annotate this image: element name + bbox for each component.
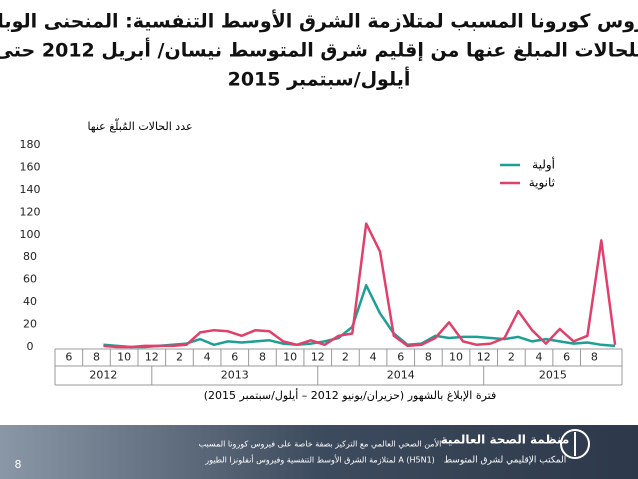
x-tick-label: 12 [477, 351, 491, 364]
x-tick-label: 4 [370, 351, 377, 364]
y-tick-label: 100 [20, 228, 41, 241]
x-tick-label: 8 [591, 351, 598, 364]
y-tick-label: 140 [20, 183, 41, 196]
org-office: المكتب الإقليمي لشرق المتوسط [444, 456, 567, 466]
x-tick-label: 12 [145, 351, 159, 364]
x-tick-label: 10 [449, 351, 463, 364]
legend-label: أولية [532, 157, 555, 173]
x-axis-label: فترة الإبلاغ بالشهور (حزيران/يونيو 2012 … [204, 388, 497, 402]
org-name: منظمة الصحة العالمية [441, 433, 570, 447]
year-label: 2013 [221, 369, 249, 382]
year-label: 2012 [89, 369, 117, 382]
footer-text: الأمن الصحي العالمي مع التركيز بصفة خاصة… [199, 439, 442, 449]
y-tick-label: 60 [23, 273, 37, 286]
x-tick-label: 10 [283, 351, 297, 364]
y-tick-label: 160 [20, 160, 41, 173]
y-tick-label: 40 [23, 295, 37, 308]
x-tick-label: 6 [231, 351, 238, 364]
x-tick-label: 4 [204, 351, 211, 364]
x-tick-label: 8 [259, 351, 266, 364]
page-number: 8 [15, 458, 22, 471]
y-axis-label: عدد الحالات المُبلّغ عنها [87, 118, 192, 133]
x-tick-label: 6 [65, 351, 72, 364]
x-tick-label: 6 [563, 351, 570, 364]
footer-band [0, 425, 638, 479]
logo [560, 429, 590, 459]
x-tick-label: 8 [93, 351, 100, 364]
title-line: فيروس كورونا المسبب لمتلازمة الشرق الأوس… [0, 10, 638, 33]
title-line: أيلول/سبتمبر 2015 [228, 67, 411, 91]
title-line: للحالات المبلغ عنها من إقليم شرق المتوسط… [0, 38, 638, 62]
x-tick-label: 2 [342, 351, 349, 364]
year-label: 2014 [387, 369, 415, 382]
y-tick-label: 0 [27, 340, 34, 353]
y-tick-label: 80 [23, 250, 37, 263]
series-line [103, 222, 617, 349]
x-tick-label: 4 [536, 351, 543, 364]
footer-text: لمتلازمة الشرق الأوسط التنفسية وفيروس أن… [204, 455, 435, 465]
x-tick-label: 2 [508, 351, 515, 364]
x-tick-label: 8 [425, 351, 432, 364]
year-label: 2015 [539, 369, 567, 382]
x-tick-label: 6 [397, 351, 404, 364]
x-tick-label: 12 [311, 351, 325, 364]
x-tick-label: 2 [176, 351, 183, 364]
x-tick-label: 10 [117, 351, 131, 364]
legend-label: ثانوية [529, 176, 555, 191]
y-tick-label: 120 [20, 205, 41, 218]
y-tick-label: 20 [23, 318, 37, 331]
y-tick-label: 180 [20, 138, 41, 151]
